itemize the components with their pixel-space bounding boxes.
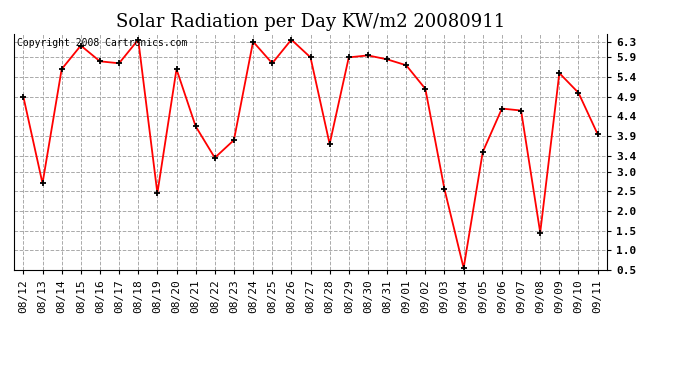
Title: Solar Radiation per Day KW/m2 20080911: Solar Radiation per Day KW/m2 20080911: [116, 13, 505, 31]
Text: Copyright 2008 Cartronics.com: Copyright 2008 Cartronics.com: [17, 39, 187, 48]
